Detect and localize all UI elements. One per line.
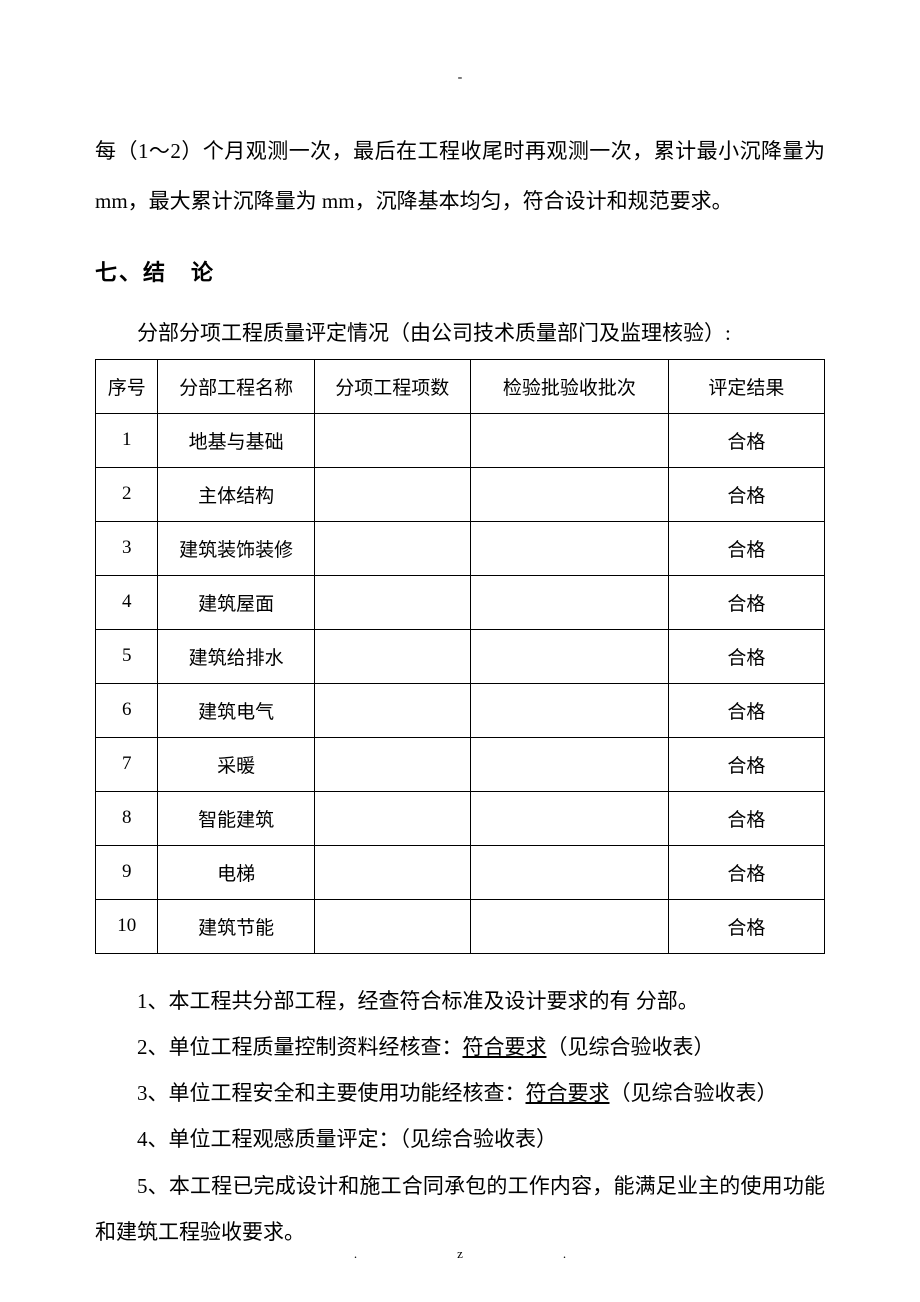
cell-name: 采暖 xyxy=(158,737,314,791)
table-row: 9 电梯 合格 xyxy=(96,845,825,899)
col-header-batch: 检验批验收批次 xyxy=(470,359,668,413)
list-item-2-post: （见综合验收表） xyxy=(547,1035,715,1059)
col-header-result: 评定结果 xyxy=(668,359,824,413)
cell-seq: 6 xyxy=(96,683,158,737)
cell-items xyxy=(314,575,470,629)
col-header-seq: 序号 xyxy=(96,359,158,413)
cell-batch xyxy=(470,899,668,953)
cell-batch xyxy=(470,683,668,737)
cell-result: 合格 xyxy=(668,521,824,575)
list-item-3: 3、单位工程安全和主要使用功能经核查：符合要求（见综合验收表） xyxy=(95,1070,825,1116)
table-body: 1 地基与基础 合格 2 主体结构 合格 3 建筑装饰装修 合格 4 建筑屋面 … xyxy=(96,413,825,953)
cell-items xyxy=(314,845,470,899)
cell-seq: 5 xyxy=(96,629,158,683)
footer-right: z. xyxy=(457,1246,666,1261)
cell-result: 合格 xyxy=(668,575,824,629)
cell-seq: 4 xyxy=(96,575,158,629)
cell-batch xyxy=(470,629,668,683)
cell-result: 合格 xyxy=(668,629,824,683)
list-item-2: 2、单位工程质量控制资料经核查：符合要求（见综合验收表） xyxy=(95,1024,825,1070)
table-row: 6 建筑电气 合格 xyxy=(96,683,825,737)
table-header-row: 序号 分部工程名称 分项工程项数 检验批验收批次 评定结果 xyxy=(96,359,825,413)
list-item-2-pre: 2、单位工程质量控制资料经核查： xyxy=(137,1035,463,1059)
cell-batch xyxy=(470,845,668,899)
cell-batch xyxy=(470,521,668,575)
cell-result: 合格 xyxy=(668,467,824,521)
table-row: 2 主体结构 合格 xyxy=(96,467,825,521)
table-row: 1 地基与基础 合格 xyxy=(96,413,825,467)
cell-seq: 1 xyxy=(96,413,158,467)
section-title: 七、结 论 xyxy=(95,255,825,287)
footer-left: . xyxy=(354,1246,457,1261)
cell-items xyxy=(314,413,470,467)
cell-items xyxy=(314,791,470,845)
cell-name: 地基与基础 xyxy=(158,413,314,467)
cell-result: 合格 xyxy=(668,683,824,737)
cell-seq: 10 xyxy=(96,899,158,953)
cell-seq: 3 xyxy=(96,521,158,575)
table-row: 3 建筑装饰装修 合格 xyxy=(96,521,825,575)
list-item-2-underline: 符合要求 xyxy=(463,1035,547,1059)
cell-seq: 7 xyxy=(96,737,158,791)
cell-batch xyxy=(470,791,668,845)
cell-name: 建筑节能 xyxy=(158,899,314,953)
table-row: 8 智能建筑 合格 xyxy=(96,791,825,845)
table-row: 10 建筑节能 合格 xyxy=(96,899,825,953)
cell-batch xyxy=(470,467,668,521)
cell-items xyxy=(314,467,470,521)
quality-table: 序号 分部工程名称 分项工程项数 检验批验收批次 评定结果 1 地基与基础 合格… xyxy=(95,359,825,954)
cell-name: 建筑屋面 xyxy=(158,575,314,629)
cell-result: 合格 xyxy=(668,899,824,953)
table-row: 7 采暖 合格 xyxy=(96,737,825,791)
cell-batch xyxy=(470,737,668,791)
page-top-dash: - xyxy=(95,70,825,86)
cell-result: 合格 xyxy=(668,737,824,791)
cell-result: 合格 xyxy=(668,791,824,845)
table-caption: 分部分项工程质量评定情况（由公司技术质量部门及监理核验）: xyxy=(95,317,825,347)
cell-name: 智能建筑 xyxy=(158,791,314,845)
cell-name: 建筑电气 xyxy=(158,683,314,737)
cell-items xyxy=(314,737,470,791)
list-item-4: 4、单位工程观感质量评定：（见综合验收表） xyxy=(95,1116,825,1162)
cell-batch xyxy=(470,575,668,629)
col-header-name: 分部工程名称 xyxy=(158,359,314,413)
list-item-5: 5、本工程已完成设计和施工合同承包的工作内容，能满足业主的使用功能和建筑工程验收… xyxy=(95,1163,825,1255)
cell-items xyxy=(314,683,470,737)
list-item-3-post: （见综合验收表） xyxy=(610,1081,778,1105)
list-item-1: 1、本工程共分部工程，经查符合标准及设计要求的有 分部。 xyxy=(95,978,825,1024)
cell-seq: 2 xyxy=(96,467,158,521)
list-item-3-underline: 符合要求 xyxy=(526,1081,610,1105)
cell-items xyxy=(314,899,470,953)
page-footer: .z. xyxy=(0,1246,920,1262)
cell-seq: 9 xyxy=(96,845,158,899)
table-row: 5 建筑给排水 合格 xyxy=(96,629,825,683)
cell-name: 电梯 xyxy=(158,845,314,899)
intro-paragraph: 每（1～2）个月观测一次，最后在工程收尾时再观测一次，累计最小沉降量为 mm，最… xyxy=(95,126,825,227)
cell-result: 合格 xyxy=(668,845,824,899)
cell-seq: 8 xyxy=(96,791,158,845)
cell-name: 建筑给排水 xyxy=(158,629,314,683)
list-item-3-pre: 3、单位工程安全和主要使用功能经核查： xyxy=(137,1081,526,1105)
table-row: 4 建筑屋面 合格 xyxy=(96,575,825,629)
cell-result: 合格 xyxy=(668,413,824,467)
cell-name: 主体结构 xyxy=(158,467,314,521)
cell-name: 建筑装饰装修 xyxy=(158,521,314,575)
cell-items xyxy=(314,521,470,575)
cell-items xyxy=(314,629,470,683)
col-header-items: 分项工程项数 xyxy=(314,359,470,413)
cell-batch xyxy=(470,413,668,467)
